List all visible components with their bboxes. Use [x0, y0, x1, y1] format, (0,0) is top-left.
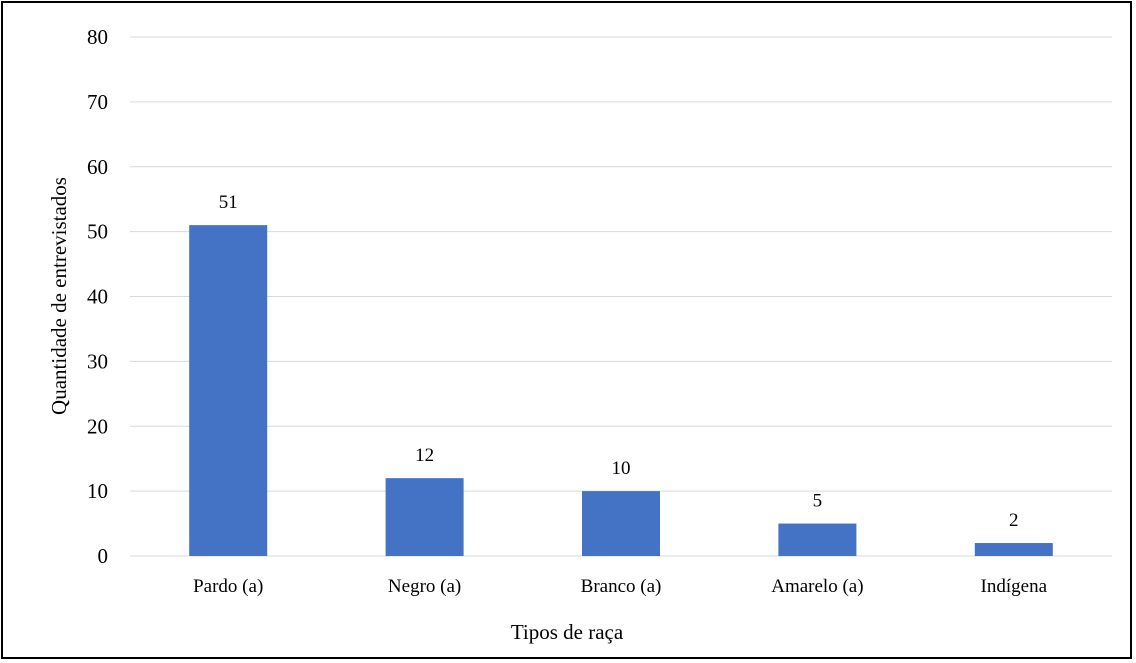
bar	[385, 478, 464, 556]
x-tick-label: Negro (a)	[388, 576, 461, 597]
y-tick-label: 60	[87, 155, 108, 179]
y-tick-label: 70	[87, 90, 108, 114]
x-tick-label: Amarelo (a)	[771, 576, 863, 597]
y-tick-label: 30	[87, 349, 108, 373]
x-tick-labels: Pardo (a) Negro (a) Branco (a) Amarelo (a) I…	[193, 576, 1047, 597]
data-label: 5	[813, 491, 823, 512]
y-axis-title: Quantidade de entrevistados	[47, 177, 71, 415]
data-label: 12	[415, 445, 434, 466]
y-tick-label: 20	[87, 414, 108, 438]
y-tick-label: 10	[87, 479, 108, 503]
x-tick-label: Branco (a)	[581, 576, 662, 597]
x-tick-label: Indígena	[981, 576, 1048, 597]
data-labels: 51 12 10 5 2	[219, 192, 1019, 531]
y-tick-label: 50	[87, 220, 108, 244]
data-label: 51	[219, 192, 238, 213]
y-tick-label: 40	[87, 285, 108, 309]
y-tick-label: 80	[87, 25, 108, 49]
gridlines	[130, 36, 1112, 557]
data-label: 2	[1009, 510, 1019, 531]
bar	[189, 225, 268, 556]
bar	[582, 491, 660, 556]
y-tick-label: 0	[98, 544, 109, 568]
x-tick-label: Pardo (a)	[193, 576, 263, 597]
bar	[974, 543, 1053, 556]
data-label: 10	[612, 458, 631, 479]
bar	[778, 523, 857, 556]
x-axis-title: Tipos de raça	[511, 620, 624, 644]
y-tick-labels: 0 10 20 30 40 50 60 70 80	[87, 25, 108, 568]
bars	[189, 225, 1053, 556]
